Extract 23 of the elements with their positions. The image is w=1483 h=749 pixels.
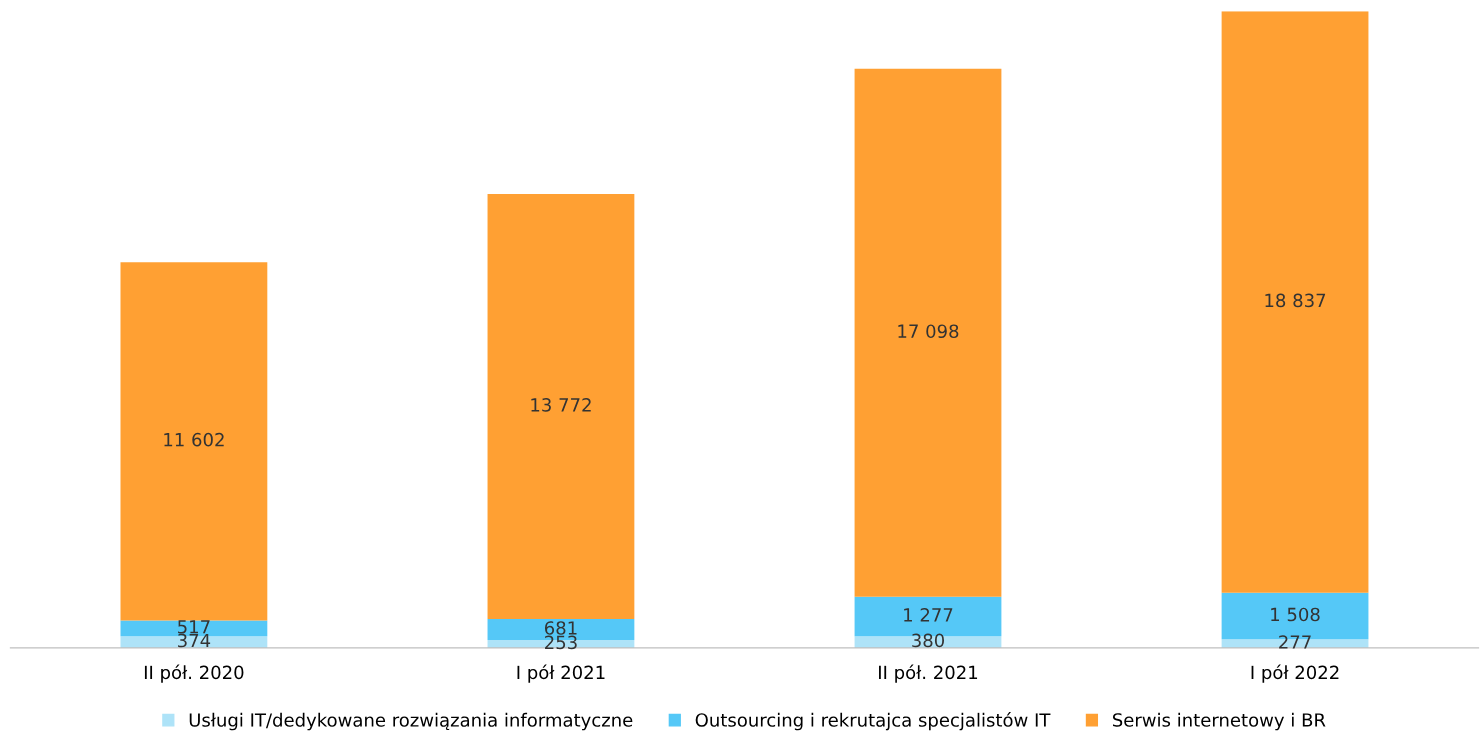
bar [487, 193, 635, 620]
bar [1221, 11, 1369, 593]
data-label: 1 277 [904, 608, 953, 622]
legend-label: Usługi IT/dedykowane rozwiązania informatyczne [189, 712, 633, 731]
data-label: 374 [178, 633, 211, 648]
data-label: 253 [545, 635, 577, 650]
legend-label: Serwis internetowy i BR [1112, 712, 1326, 731]
data-label: 1 508 [1271, 607, 1320, 622]
data-label: 681 [544, 621, 577, 635]
data-label: 13 772 [531, 398, 591, 412]
data-label: 11 602 [164, 432, 224, 447]
x-tick-label: I pół 2021 [517, 664, 605, 683]
x-tick-label: II pół. 2020 [144, 664, 244, 683]
legend-label: Outsourcing i rekrutajca specjalistów IT [695, 712, 1051, 731]
data-label: 517 [178, 620, 210, 634]
data-label: 277 [1279, 635, 1311, 649]
bar [120, 262, 268, 621]
data-label: 380 [912, 633, 945, 648]
x-tick-label: I pół 2022 [1251, 664, 1339, 683]
bar [854, 68, 1002, 597]
x-tick-label: II pół. 2021 [879, 664, 978, 683]
data-label: 18 837 [1265, 293, 1326, 308]
data-label: 17 098 [898, 324, 959, 339]
